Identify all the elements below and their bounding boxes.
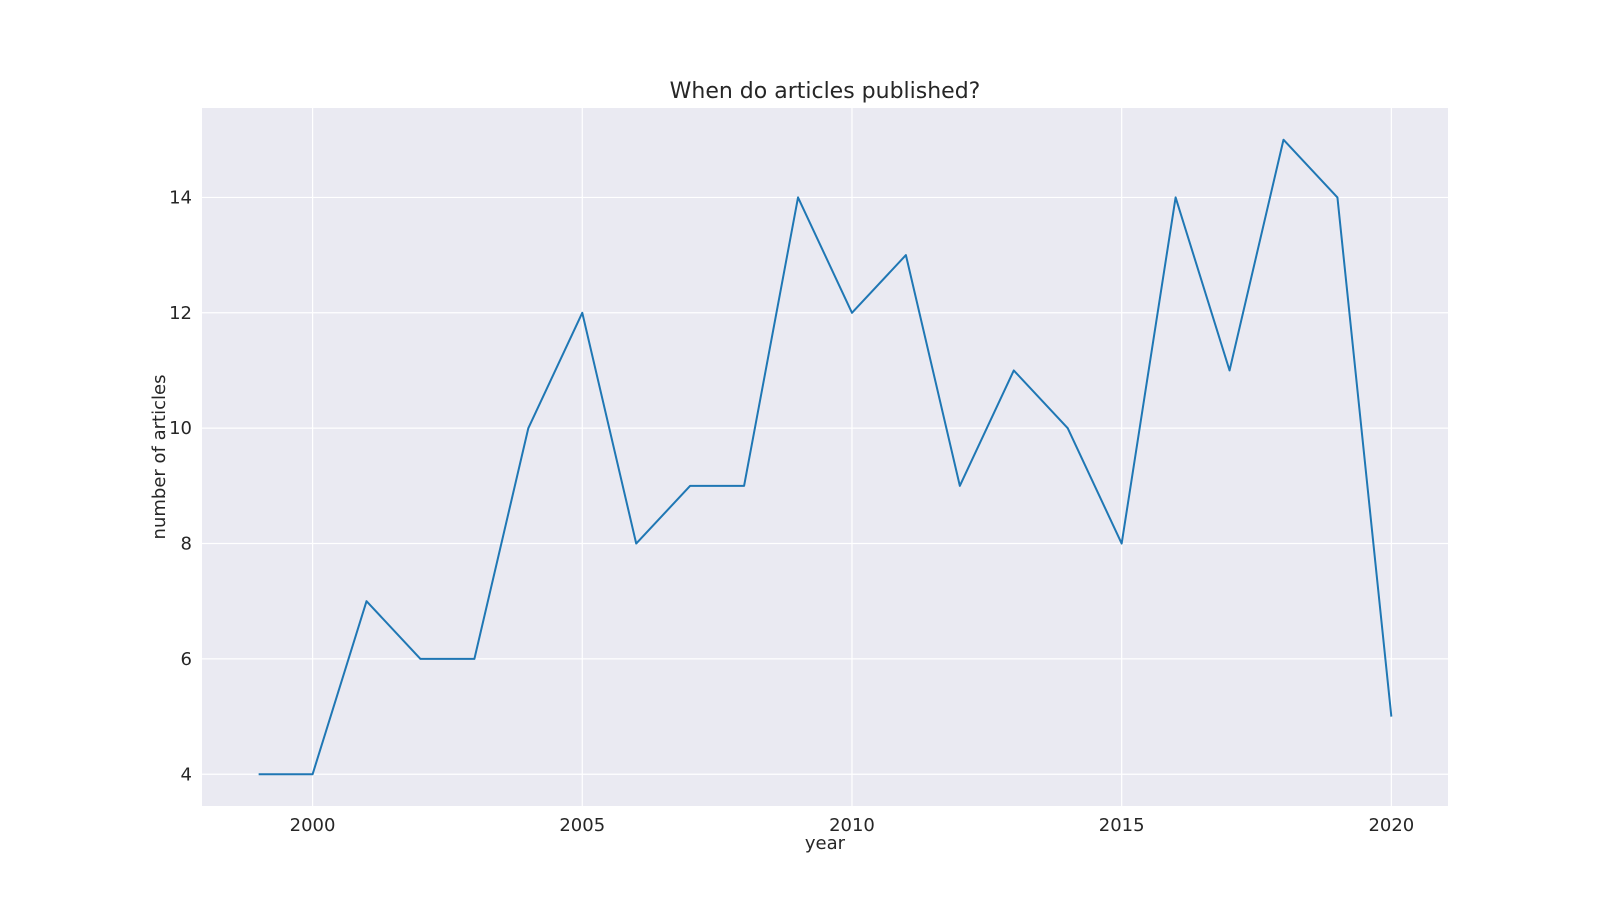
x-axis-label: year: [805, 833, 846, 854]
y-tick-label: 12: [169, 303, 192, 324]
plot-area: [202, 108, 1448, 806]
chart-title: When do articles published?: [670, 79, 981, 104]
series-layer: [258, 138, 1393, 776]
y-axis-label: number of articles: [149, 375, 170, 540]
y-tick-label: 14: [169, 187, 192, 208]
x-tick-label: 2000: [290, 815, 336, 836]
series-line: [258, 138, 1393, 776]
y-tick-label: 10: [169, 418, 192, 439]
x-tick-label: 2015: [1099, 815, 1145, 836]
y-gridlines: [202, 196, 1448, 775]
y-tick-labels: 4 6 8 10 12 14: [169, 187, 192, 785]
x-tick-label: 2020: [1368, 815, 1414, 836]
x-gridlines: [311, 108, 1392, 806]
y-tick-label: 8: [181, 534, 192, 555]
x-tick-labels: 2000 2005 2010 2015 2020: [290, 815, 1415, 836]
y-tick-label: 6: [181, 649, 192, 670]
y-tick-label: 4: [181, 764, 192, 785]
x-tick-label: 2005: [559, 815, 605, 836]
x-tick-label: 2010: [829, 815, 875, 836]
